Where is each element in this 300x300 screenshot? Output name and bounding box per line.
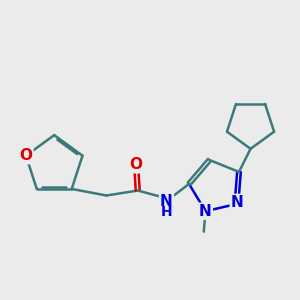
Text: N: N	[231, 195, 244, 210]
Text: H: H	[161, 205, 172, 219]
Text: N: N	[199, 204, 212, 219]
Text: N: N	[160, 194, 173, 209]
Text: O: O	[130, 157, 142, 172]
Text: O: O	[20, 148, 32, 163]
